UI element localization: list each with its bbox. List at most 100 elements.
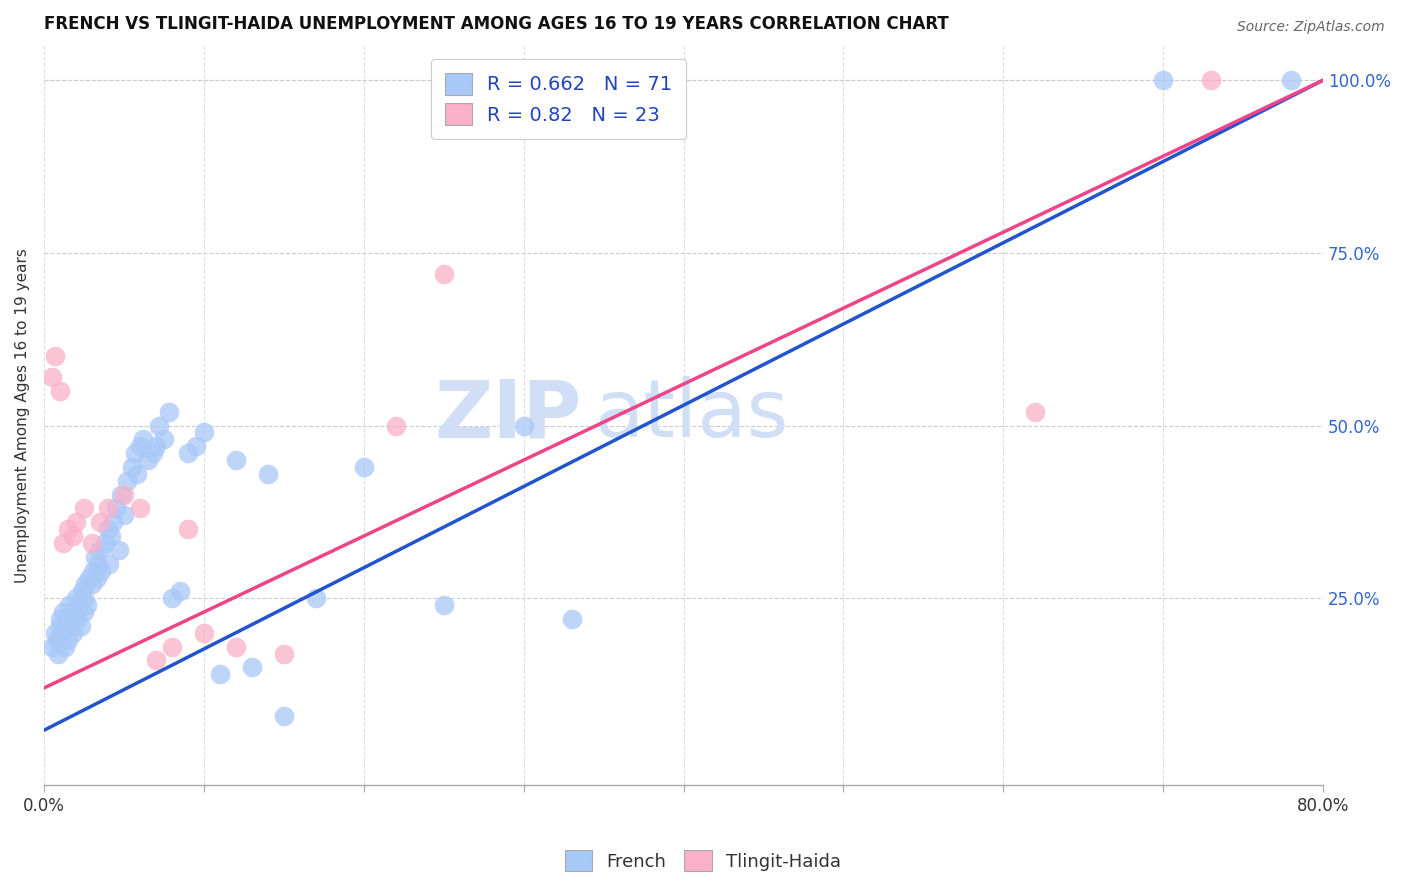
Point [97,501,120,516]
Point [112,508,135,523]
Legend: R = 0.662   N = 71, R = 0.82   N = 23: R = 0.662 N = 71, R = 0.82 N = 23 [432,59,686,139]
Point [80,577,103,591]
Point [112,488,135,502]
Point [72,584,94,599]
Point [62,529,84,543]
Point [73,591,96,606]
Point [49,612,72,626]
Point [121,460,143,475]
Point [62,625,84,640]
Point [110,488,132,502]
Point [66,612,89,626]
Point [128,439,150,453]
Point [145,439,167,453]
Point [512,418,534,433]
Point [128,501,150,516]
Point [104,501,127,516]
Point [98,557,121,571]
Point [125,467,148,481]
Point [132,433,155,447]
Point [1152,73,1174,87]
Point [225,640,247,654]
Point [73,605,96,619]
Point [65,591,87,606]
Point [49,619,72,633]
Point [75,577,97,591]
Point [89,542,111,557]
Point [67,598,90,612]
Point [433,267,456,281]
Text: Source: ZipAtlas.com: Source: ZipAtlas.com [1237,20,1385,34]
Point [273,708,295,723]
Point [53,640,76,654]
Point [145,653,167,667]
Point [177,522,200,536]
Point [45,632,67,647]
Point [56,522,79,536]
Point [160,640,183,654]
Point [76,598,98,612]
Point [46,647,69,661]
Point [157,405,180,419]
Point [86,570,108,584]
Point [256,467,278,481]
Point [52,536,75,550]
Point [82,564,104,578]
Point [97,522,120,536]
Text: atlas: atlas [593,376,789,454]
Point [124,446,146,460]
Point [384,418,406,433]
Point [160,591,183,606]
Point [433,598,456,612]
Point [100,529,122,543]
Point [89,516,111,530]
Point [41,370,63,384]
Point [148,418,170,433]
Point [49,384,72,398]
Point [80,536,103,550]
Point [353,460,375,475]
Point [305,591,328,606]
Y-axis label: Unemployment Among Ages 16 to 19 years: Unemployment Among Ages 16 to 19 years [15,248,30,582]
Point [208,667,231,681]
Text: ZIP: ZIP [434,376,581,454]
Point [56,619,79,633]
Point [193,425,215,440]
Point [41,640,63,654]
Point [51,625,73,640]
Point [115,474,138,488]
Point [44,350,66,364]
Point [69,619,91,633]
Point [84,549,107,564]
Point [93,536,115,550]
Point [52,605,75,619]
Point [273,647,295,661]
Point [240,660,263,674]
Point [177,446,200,460]
Point [56,632,79,647]
Point [77,570,100,584]
Point [153,433,176,447]
Point [90,564,112,578]
Point [225,453,247,467]
Point [58,598,80,612]
Point [184,439,207,453]
Point [44,625,66,640]
Legend: French, Tlingit-Haida: French, Tlingit-Haida [558,843,848,879]
Text: FRENCH VS TLINGIT-HAIDA UNEMPLOYMENT AMONG AGES 16 TO 19 YEARS CORRELATION CHART: FRENCH VS TLINGIT-HAIDA UNEMPLOYMENT AMO… [44,15,949,33]
Point [142,446,165,460]
Point [1279,73,1302,87]
Point [1199,73,1222,87]
Point [65,516,87,530]
Point [87,557,110,571]
Point [63,605,86,619]
Point [108,542,131,557]
Point [561,612,583,626]
Point [60,612,83,626]
Point [73,501,96,516]
Point [169,584,191,599]
Point [101,516,124,530]
Point [193,625,215,640]
Point [136,453,159,467]
Point [55,612,77,626]
